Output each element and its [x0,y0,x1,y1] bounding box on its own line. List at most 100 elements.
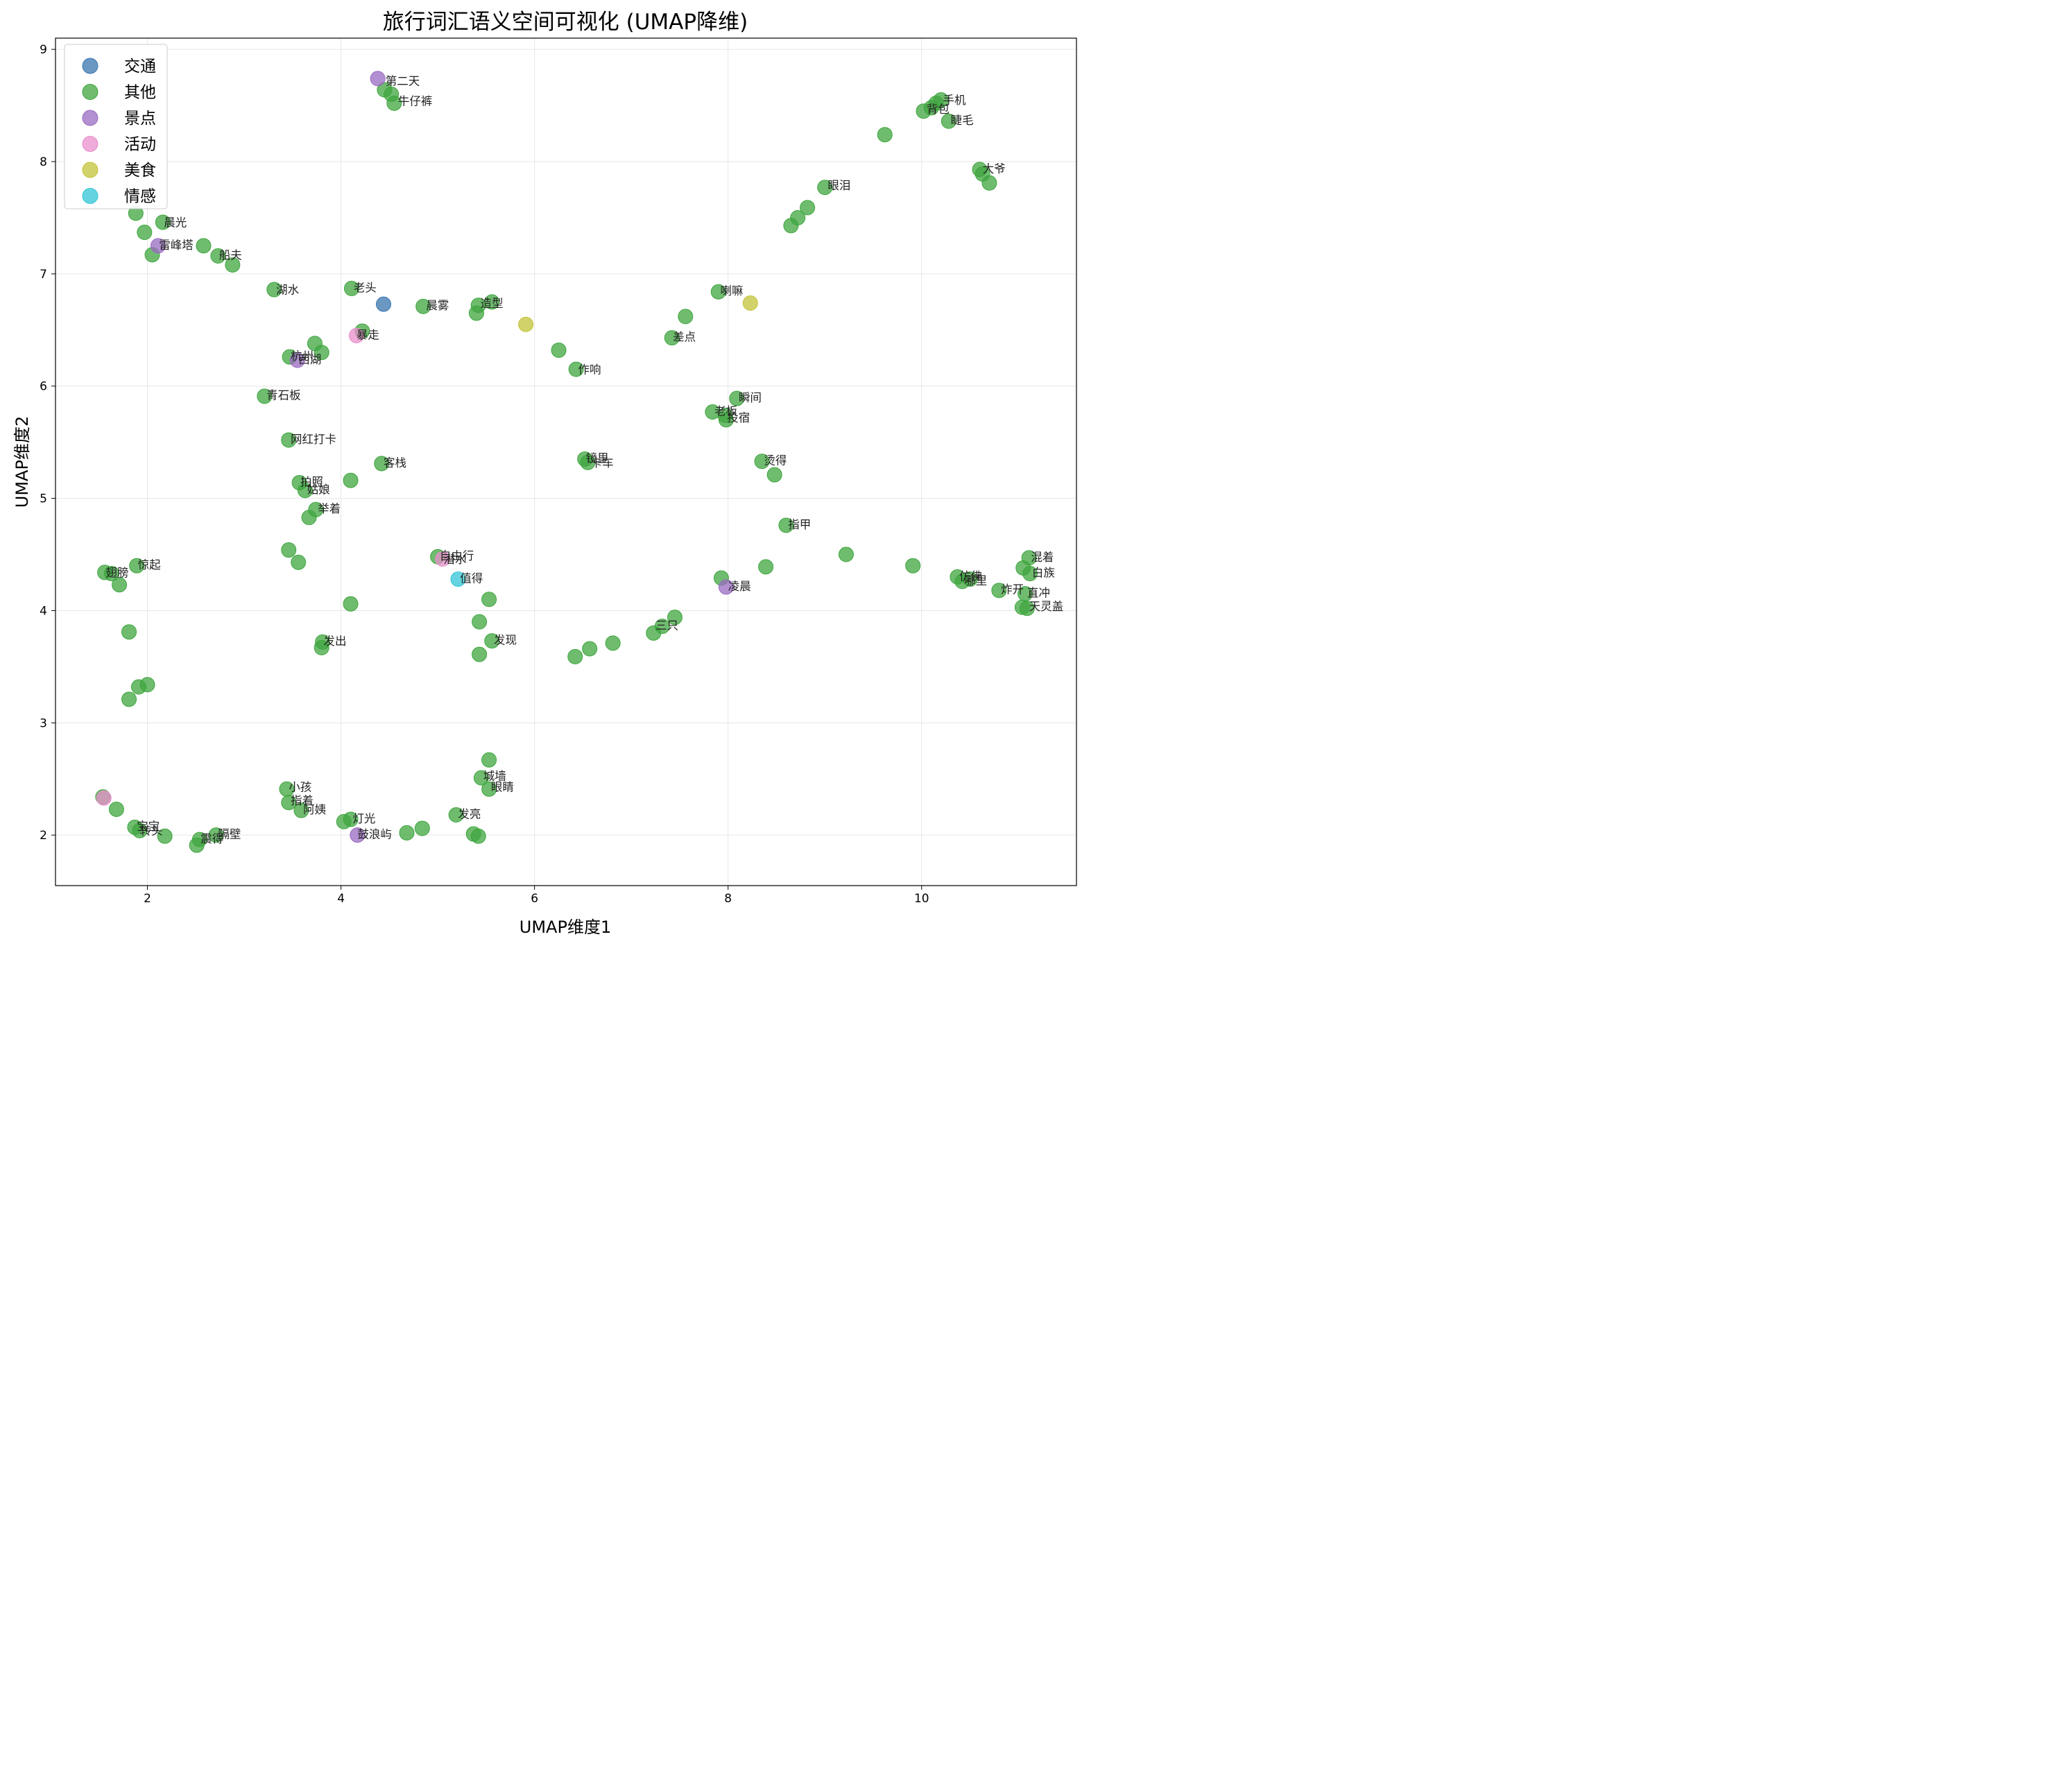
point-label: 眼睛 [491,781,514,794]
data-point [567,648,583,664]
point-label: 镜里 [586,451,609,465]
data-point [742,295,758,311]
data-point [473,770,489,786]
data-point [718,412,734,428]
data-point [551,342,567,358]
y-tick-label: 7 [40,268,47,282]
data-point [582,641,598,657]
x-axis-label: UMAP维度1 [520,917,611,937]
data-point [208,827,224,843]
data-point [343,596,359,612]
point-label: 大爷 [983,162,1006,175]
y-tick-label: 4 [40,604,47,618]
point-label: 指甲 [788,518,811,531]
point-label: 翅膀 [106,566,129,579]
data-point [293,802,309,818]
data-point [281,795,297,811]
legend-label: 景点 [124,110,156,128]
y-tick-label: 8 [40,155,47,169]
plot-frame [55,37,1077,886]
data-point [667,610,683,626]
data-point [468,305,484,321]
point-label: 混着 [1031,551,1054,564]
point-label: 隔壁 [218,828,241,841]
data-point [301,510,317,526]
data-point [484,294,500,310]
data-point [386,95,402,111]
data-point [941,113,956,129]
x-tick-label: 8 [724,892,732,906]
point-label: 凌晨 [728,580,751,593]
point-label: 卡车 [591,456,614,469]
data-point [758,559,774,575]
data-point [729,390,745,406]
data-point [568,361,584,377]
data-point [137,225,153,241]
data-point [348,327,364,343]
x-tick-label: 4 [337,892,345,906]
data-point [129,558,145,574]
point-label: 睫毛 [951,114,974,127]
point-label: 晨雾 [426,299,449,312]
point-label: 晨光 [164,216,187,229]
point-label: 暴走 [357,328,379,341]
data-point [291,554,307,570]
data-point [905,558,921,574]
point-label: 自由行 [440,549,474,562]
data-point [414,820,430,836]
data-point [139,677,155,693]
data-point [210,248,226,264]
data-point [112,577,128,593]
point-label: 老板 [714,404,737,417]
point-label: 震得 [200,832,223,845]
data-point [580,454,596,470]
x-tick-label: 10 [914,892,929,906]
point-label: 指着 [291,794,314,807]
data-point [297,483,313,499]
x-tick-label: 6 [531,892,538,906]
y-tick-label: 2 [40,829,47,843]
legend-marker [82,162,98,178]
data-point [343,472,359,488]
point-label: 直冲 [1027,587,1050,600]
data-point [350,827,366,843]
data-point [1019,601,1035,617]
point-label: 炸开 [1001,583,1024,596]
data-point [108,801,124,817]
data-point [399,825,415,841]
data-point [754,454,770,469]
point-label: 白族 [1032,566,1055,579]
legend-marker [82,136,98,152]
point-label: 三只 [655,619,678,632]
data-point [281,432,297,448]
data-point [150,238,166,254]
data-point [991,583,1007,598]
data-point [783,218,799,234]
point-label: 发亮 [458,807,481,820]
legend-label: 交通 [124,58,156,76]
y-tick-label: 6 [40,380,47,394]
data-point [800,200,816,216]
point-label: 湖水 [276,284,300,297]
point-label: 城墙 [483,769,506,782]
point-label: 杭州 [291,350,314,363]
data-point [817,180,833,196]
data-point [646,625,662,641]
data-point [710,284,726,300]
data-point [484,633,500,649]
data-points [95,71,1038,853]
data-point [157,828,173,844]
axis-ticks: 2 4 6 8 10 2 3 4 5 6 7 8 9 [40,43,929,906]
data-point [132,822,148,838]
data-point [121,624,137,640]
point-label: 雷峰塔 [159,239,194,252]
point-label: 举着 [318,502,341,515]
point-label: 姑娘 [307,483,330,497]
data-point [375,296,391,312]
point-label: 天灵盖 [1029,600,1064,613]
point-label: 第二天 [386,75,420,88]
y-tick-label: 5 [40,492,47,506]
point-label: 手机 [943,94,966,107]
data-point [962,571,978,587]
